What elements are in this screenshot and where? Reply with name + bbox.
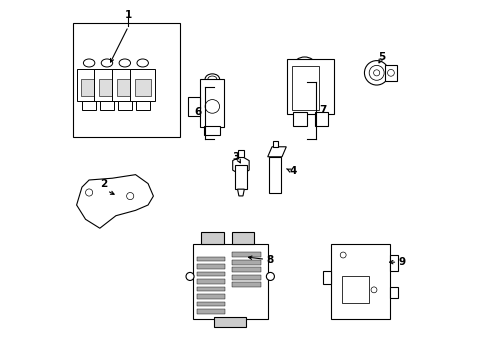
Bar <box>214 317 246 327</box>
Bar <box>99 79 115 96</box>
Bar <box>118 101 131 110</box>
Ellipse shape <box>364 60 388 85</box>
Bar <box>201 232 223 244</box>
Bar <box>231 252 261 257</box>
Ellipse shape <box>83 59 95 67</box>
Polygon shape <box>237 189 244 196</box>
Bar <box>389 287 397 298</box>
Ellipse shape <box>185 273 194 280</box>
Text: 7: 7 <box>319 105 326 115</box>
Bar <box>238 150 243 157</box>
Bar <box>291 66 319 109</box>
Bar <box>196 287 224 292</box>
Text: 5: 5 <box>378 52 385 62</box>
Bar <box>231 282 261 287</box>
Bar <box>384 65 396 81</box>
Bar <box>231 232 254 244</box>
Bar <box>77 69 102 101</box>
Text: 6: 6 <box>194 107 201 117</box>
Bar <box>130 69 155 101</box>
Ellipse shape <box>101 59 112 67</box>
Polygon shape <box>267 147 285 157</box>
Ellipse shape <box>126 193 134 200</box>
Ellipse shape <box>207 76 216 82</box>
Bar <box>188 97 200 116</box>
Bar <box>196 309 224 314</box>
Ellipse shape <box>370 287 376 293</box>
Bar <box>112 69 137 101</box>
Bar <box>192 244 267 319</box>
Ellipse shape <box>297 60 311 70</box>
Bar <box>231 275 261 280</box>
Ellipse shape <box>85 189 93 196</box>
Bar <box>234 165 246 189</box>
Bar <box>196 302 224 306</box>
Text: 2: 2 <box>100 179 107 189</box>
Ellipse shape <box>266 273 274 280</box>
Bar <box>389 255 397 271</box>
Bar <box>196 279 224 284</box>
Bar <box>330 244 389 319</box>
Bar <box>117 79 133 96</box>
Text: 3: 3 <box>232 152 240 162</box>
Bar <box>323 271 330 284</box>
Ellipse shape <box>340 252 346 258</box>
Ellipse shape <box>119 59 130 67</box>
Ellipse shape <box>204 100 219 113</box>
Ellipse shape <box>368 66 384 80</box>
Bar <box>200 79 224 127</box>
Bar <box>272 141 278 147</box>
Bar <box>196 294 224 299</box>
Bar <box>73 23 180 137</box>
Bar <box>292 112 306 126</box>
Bar <box>136 101 149 110</box>
Ellipse shape <box>293 57 315 74</box>
Text: 8: 8 <box>266 255 273 265</box>
Bar <box>231 267 261 272</box>
Bar <box>204 126 220 135</box>
Ellipse shape <box>204 74 219 84</box>
Bar <box>196 264 224 269</box>
Bar <box>134 79 150 96</box>
Bar <box>94 69 119 101</box>
Text: 4: 4 <box>288 166 296 176</box>
Bar <box>231 260 261 265</box>
Bar <box>286 59 333 114</box>
Bar <box>196 272 224 276</box>
Bar <box>81 79 97 96</box>
Bar <box>268 157 280 193</box>
Ellipse shape <box>137 59 148 67</box>
Polygon shape <box>232 156 249 175</box>
Bar <box>82 101 96 110</box>
Text: 9: 9 <box>397 257 405 267</box>
Bar <box>314 112 327 126</box>
Bar <box>196 257 224 261</box>
Bar <box>341 276 368 303</box>
Polygon shape <box>77 175 153 228</box>
Ellipse shape <box>373 70 379 76</box>
Text: 1: 1 <box>124 10 132 19</box>
Bar <box>100 101 114 110</box>
Ellipse shape <box>386 69 393 76</box>
